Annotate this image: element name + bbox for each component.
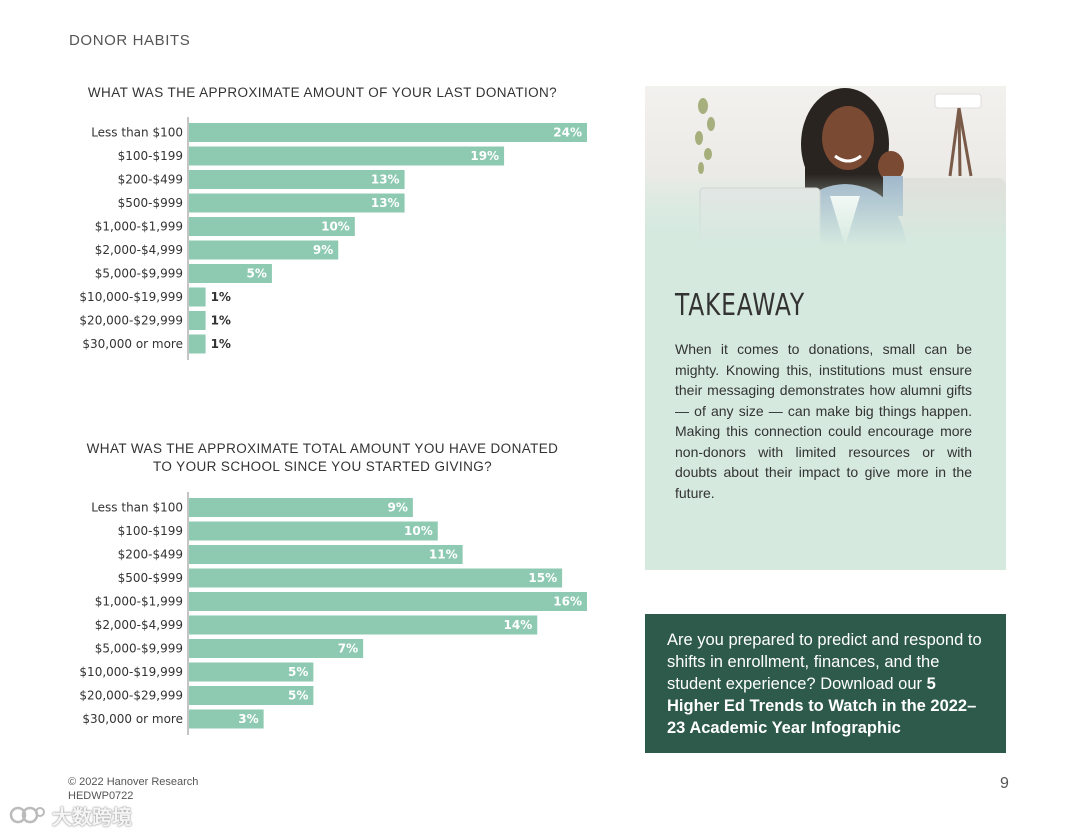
chart-2-title-line-2: TO YOUR SCHOOL SINCE YOU STARTED GIVING? <box>152 459 493 474</box>
chart-2-category-label: $1,000-$1,999 <box>95 595 183 609</box>
section-label: DONOR HABITS <box>69 32 191 49</box>
student-laptop-photo <box>645 86 1006 246</box>
chart-2-bar <box>189 545 463 564</box>
chart-2-bar <box>189 639 364 658</box>
chart-1-value-label: 9% <box>313 243 333 257</box>
chart-2-value-label: 14% <box>504 618 533 632</box>
chart-1: Less than $100 24% $100-$199 19% $200-$499 13… <box>79 117 587 360</box>
chart-1-bar <box>189 193 405 213</box>
chart-1-bar <box>189 287 206 307</box>
cta-link[interactable]: 5 Higher Ed Trends to Watch in the 2022–… <box>667 675 977 737</box>
chart-1-category-label: $5,000-$9,999 <box>95 267 183 281</box>
chart-1-bar <box>189 217 355 236</box>
chart-1-value-label: 19% <box>470 149 499 163</box>
chart-1-value-label: 1% <box>211 314 231 328</box>
takeaway-text: When it comes to donations, small can be… <box>675 341 972 501</box>
chart-1-category-label: $2,000-$4,999 <box>95 243 183 257</box>
chart-1-bar <box>189 334 206 354</box>
document-code: HEDWP0722 <box>68 790 134 802</box>
chart-2-category-label: $500-$999 <box>118 571 183 585</box>
chart-1-bar <box>189 240 339 260</box>
chart-2-value-label: 16% <box>553 595 582 609</box>
watermark: 大数跨境 <box>8 801 132 829</box>
chart-2-category-label: $200-$499 <box>118 548 183 562</box>
chart-2-bar <box>189 615 538 635</box>
chart-2-value-label: 3% <box>238 712 258 726</box>
chart-1-value-label: 10% <box>321 220 350 234</box>
chart-1-value-label: 13% <box>371 196 400 210</box>
chart-1-value-label: 13% <box>371 173 400 187</box>
chart-1-category-label: $1,000-$1,999 <box>95 220 183 234</box>
chart-2-title-line-1: WHAT WAS THE APPROXIMATE TOTAL AMOUNT YO… <box>86 441 559 456</box>
chart-2-category-label: Less than $100 <box>91 501 183 515</box>
chart-2: Less than $100 9% $100-$199 10% $200-$499 11%… <box>79 492 587 735</box>
chart-1-title: WHAT WAS THE APPROXIMATE AMOUNT OF YOUR … <box>87 85 558 100</box>
chart-1-category-label: Less than $100 <box>91 126 183 140</box>
chart-1-bar <box>189 146 505 166</box>
chart-1-value-label: 24% <box>553 126 582 140</box>
chart-2-value-label: 11% <box>429 548 458 562</box>
chart-2-bar <box>189 568 563 588</box>
page-number: 9 <box>1000 775 1009 792</box>
chart-1-bar <box>189 123 587 142</box>
chart-2-category-label: $5,000-$9,999 <box>95 642 183 656</box>
chart-2-title: WHAT WAS THE APPROXIMATE TOTAL AMOUNT YO… <box>60 440 585 476</box>
cta-text: Are you prepared to predict and respond … <box>667 631 982 693</box>
chart-2-value-label: 7% <box>338 642 358 656</box>
chart-1-category-label: $500-$999 <box>118 196 183 210</box>
chart-2-value-label: 9% <box>388 501 408 515</box>
chart-2-bar <box>189 521 438 541</box>
chart-2-category-label: $30,000 or more <box>82 712 183 726</box>
chart-1-value-label: 1% <box>211 290 231 304</box>
takeaway-panel <box>645 86 1006 570</box>
chart-2-bar <box>189 662 314 682</box>
chart-1-value-label: 5% <box>247 267 267 281</box>
chart-2-value-label: 15% <box>528 571 557 585</box>
chart-2-bar <box>189 592 587 611</box>
watermark-text: 大数跨境 <box>52 806 132 829</box>
chart-2-value-label: 5% <box>288 689 308 703</box>
takeaway-title: TAKEAWAY <box>675 288 805 323</box>
chart-2-bar <box>189 686 314 705</box>
chart-2-category-label: $100-$199 <box>118 524 183 538</box>
chart-1-category-label: $30,000 or more <box>82 337 183 351</box>
chart-1-category-label: $100-$199 <box>118 149 183 163</box>
chart-1-bar <box>189 311 206 330</box>
chart-1-bar <box>189 170 405 189</box>
chart-1-category-label: $10,000-$19,999 <box>79 290 183 304</box>
chart-1-value-label: 1% <box>211 337 231 351</box>
chart-2-bar <box>189 709 264 729</box>
copyright-text: © 2022 Hanover Research <box>68 776 199 788</box>
chart-2-value-label: 5% <box>288 665 308 679</box>
chart-1-category-label: $20,000-$29,999 <box>79 314 183 328</box>
chart-2-category-label: $2,000-$4,999 <box>95 618 183 632</box>
watermark-logo-icon <box>9 806 45 824</box>
chart-1-bar <box>189 264 272 283</box>
chart-2-category-label: $10,000-$19,999 <box>79 665 183 679</box>
footer-copyright: © 2022 Hanover Research HEDWP0722 <box>68 775 198 803</box>
chart-1-category-label: $200-$499 <box>118 173 183 187</box>
chart-2-value-label: 10% <box>404 524 433 538</box>
chart-2-bar <box>189 498 413 517</box>
download-cta[interactable]: Are you prepared to predict and respond … <box>645 614 1006 753</box>
chart-2-category-label: $20,000-$29,999 <box>79 689 183 703</box>
